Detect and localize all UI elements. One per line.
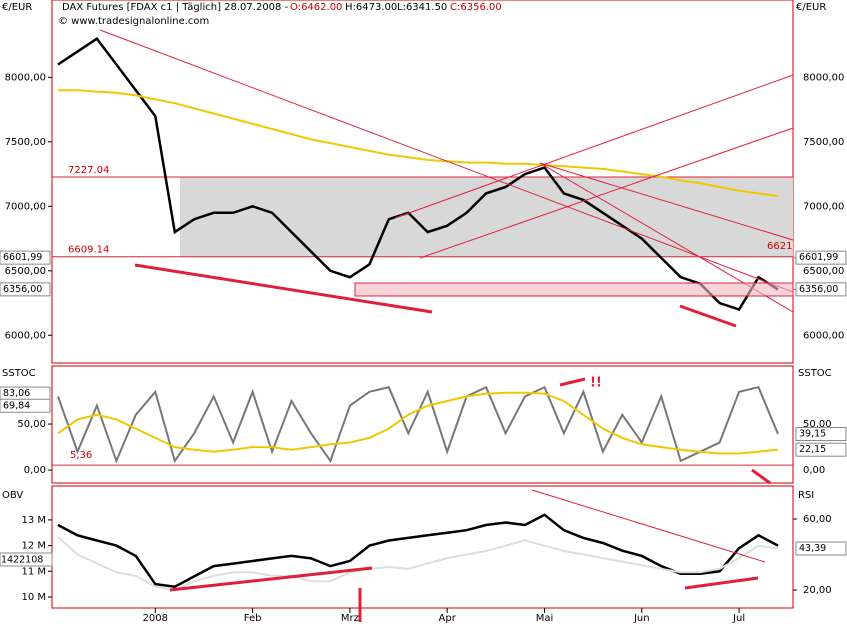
annotation: 6621 [767, 241, 792, 252]
trend-line [99, 29, 794, 293]
y-tick-label: 50,00 [17, 419, 46, 430]
series-line [58, 89, 779, 197]
x-tick-label: Jul [732, 613, 745, 624]
y-tick-label: 11 M [21, 566, 46, 577]
stoch-arrow [751, 468, 771, 485]
y-tick-label: 10 M [21, 592, 46, 603]
value-box [795, 282, 847, 297]
level-label: 6609.14 [68, 245, 109, 256]
y-tick-label: 7000,00 [5, 201, 46, 212]
value-box [0, 552, 53, 567]
ohlc-high: H:6473.00 [345, 2, 397, 13]
value-box [795, 250, 847, 265]
series-line [57, 385, 779, 464]
divergence-arrow [679, 304, 737, 328]
y-tick-label-right: 6500,00 [803, 266, 844, 277]
ohlc-low: L:6341.50 [397, 2, 447, 13]
content: 7227.04 6609.14 6621 6000,00 6000,00 6500,00 6… [0, 37, 847, 624]
trend-line [394, 74, 794, 219]
currency: €/EUR [2, 2, 32, 13]
value-box-label: 43,39 [799, 543, 826, 554]
series-line [57, 513, 779, 588]
y-tick-label-right: 8000,00 [803, 72, 844, 83]
panel-label: SSTOC [2, 368, 36, 379]
divergence-line [134, 263, 433, 314]
value-box-label: 22,15 [799, 444, 826, 455]
copyright: © www.tradesignalonline.com [58, 16, 209, 27]
x-tick-label: Jun [633, 613, 650, 624]
y-tick-label-right: 0,00 [803, 465, 825, 476]
value-box-label: 1422108 [1, 555, 43, 566]
trend-lines [99, 29, 794, 622]
panel-label: RSI [798, 490, 814, 501]
value-box [795, 442, 847, 457]
panel-label: OBV [2, 490, 23, 501]
stoch-arrow [559, 377, 586, 387]
y-tick-label: 12 M [21, 541, 46, 552]
level-label: 5,36 [70, 450, 92, 461]
value-box [795, 541, 847, 556]
y-tick-label: 7500,00 [5, 137, 46, 148]
x-tick-label: Apr [439, 613, 457, 624]
y-tick-label-right: 6000,00 [803, 330, 844, 341]
x-tick-label: 2008 [143, 613, 168, 624]
x-tick-label: Mrz [341, 613, 359, 624]
y-tick-label-right: 50,00 [803, 419, 832, 430]
trend-line [539, 162, 794, 241]
value-box-label: 6356,00 [799, 284, 838, 295]
annotation: !! [590, 376, 602, 391]
y-tick-label: 6000,00 [5, 330, 46, 341]
value-box-label: 6356,00 [3, 284, 42, 295]
y-tick-label-right: 7000,00 [803, 201, 844, 212]
y-tick-label: 13 M [21, 515, 46, 526]
value-box-label: 6601,99 [3, 252, 42, 263]
series-line [57, 391, 779, 455]
support-zone [354, 282, 794, 297]
ohlc-close: C:6356.00 [450, 2, 502, 13]
series-line [57, 37, 779, 312]
y-tick-label: 6500,00 [5, 266, 46, 277]
currency-right: €/EUR [796, 2, 826, 13]
value-box-label: 83,06 [3, 388, 30, 399]
value-box [0, 250, 51, 265]
chart-title: DAX Futures [FDAX c1 | Täglich] 28.07.20… [62, 2, 289, 13]
obv-divergence [684, 576, 759, 590]
x-tick-label: Mai [536, 613, 554, 624]
y-tick-label: 0,00 [24, 465, 46, 476]
y2-tick-label: 20,00 [803, 585, 832, 596]
value-box-label: 6601,99 [799, 252, 838, 263]
obv-trend [531, 489, 766, 563]
ohlc-open: O:6462.00 [290, 2, 342, 13]
y2-tick-label: 60,00 [803, 514, 832, 525]
y-tick-label: 8000,00 [5, 72, 46, 83]
value-box [795, 427, 847, 442]
range-band [180, 177, 793, 257]
value-box [0, 398, 51, 413]
level-label: 7227.04 [68, 165, 109, 176]
obv-divergence [169, 566, 373, 592]
value-box-label: 69,84 [3, 400, 30, 411]
value-box [0, 282, 51, 297]
panel-label: SSTOC [798, 368, 832, 379]
x-tick-label: Feb [244, 613, 262, 624]
value-box-label: 39,15 [799, 429, 826, 440]
y-tick-label-right: 7500,00 [803, 137, 844, 148]
trend-line [419, 127, 794, 259]
obv-panel [51, 485, 794, 609]
